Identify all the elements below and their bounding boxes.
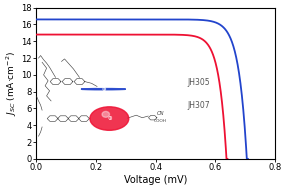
Text: JH305: JH305 <box>187 78 210 87</box>
X-axis label: Voltage (mV): Voltage (mV) <box>124 175 187 185</box>
Ellipse shape <box>102 112 110 117</box>
Ellipse shape <box>90 107 129 130</box>
Circle shape <box>81 88 126 90</box>
Text: ⊕: ⊕ <box>107 116 112 121</box>
Text: CN: CN <box>157 111 165 116</box>
Text: COOH: COOH <box>154 119 167 123</box>
Text: ⊕: ⊕ <box>101 87 106 92</box>
Text: JH307: JH307 <box>187 101 210 111</box>
Y-axis label: $J_{SC}$ (mA·cm$^{-2}$): $J_{SC}$ (mA·cm$^{-2}$) <box>4 51 19 116</box>
